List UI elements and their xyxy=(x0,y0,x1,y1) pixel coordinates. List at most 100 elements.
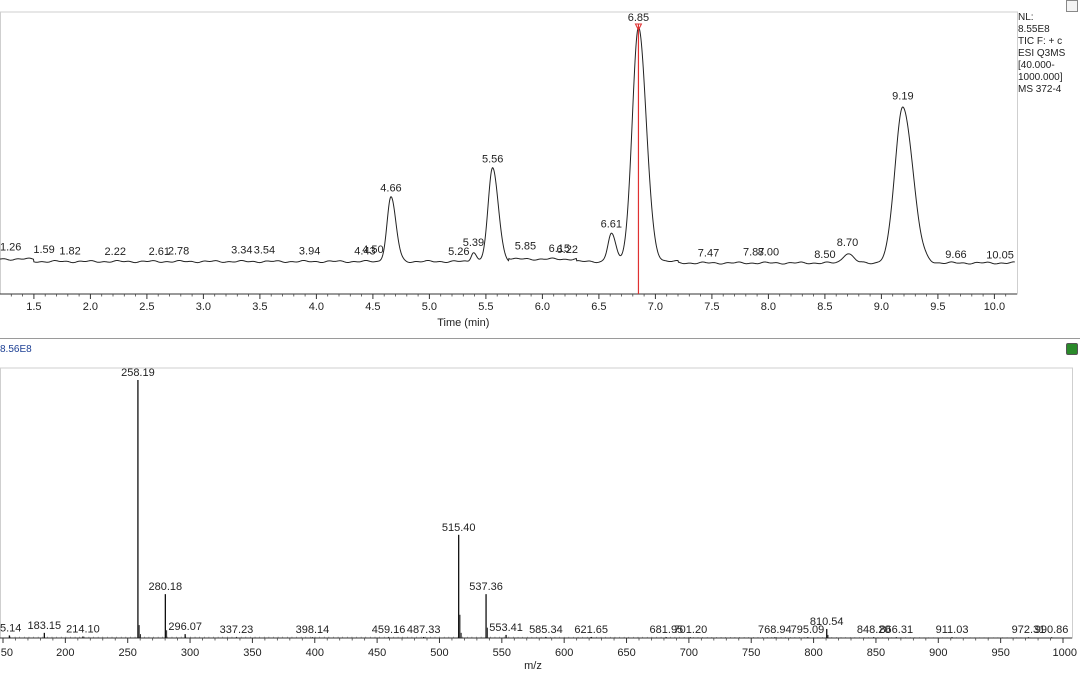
scan-marker-icon xyxy=(634,23,643,32)
x-tick-label: 8.0 xyxy=(761,301,776,313)
peak-label: 6.22 xyxy=(557,244,578,256)
peak-label: 459.16 xyxy=(372,624,406,636)
mass-spectrum-chart: 50 200 250 300 350 400 450 500 550 600 650 700 750 80… xyxy=(0,338,1080,672)
peak-label: 4.50 xyxy=(362,244,383,256)
info-line: MS 372-4 xyxy=(1018,84,1062,95)
peak-label: 5.39 xyxy=(463,237,484,249)
peak-label: 515.40 xyxy=(442,522,476,534)
x-tick-label: 800 xyxy=(804,647,822,659)
info-line: [40.000- xyxy=(1018,60,1055,71)
chromatogram-chart: 1.5 2.0 2.5 3.0 3.5 4.0 4.5 5.0 5.5 6.0 6.5 7.0 7.5 8… xyxy=(0,11,1018,329)
peak-label: 487.33 xyxy=(407,624,441,636)
peak-label: 795.09 xyxy=(791,624,825,636)
peak-label: 681.95 xyxy=(650,624,684,636)
peak-label: 768.94 xyxy=(758,624,792,636)
x-tick-label: 9.5 xyxy=(930,301,945,313)
peak-label: 3.94 xyxy=(299,245,320,257)
x-tick-label: 1.5 xyxy=(26,301,41,313)
x-tick-label: 6.5 xyxy=(591,301,606,313)
peak-label: 7.47 xyxy=(698,248,719,260)
peak-label: 810.54 xyxy=(810,616,844,628)
x-tick-label: 6.0 xyxy=(535,301,550,313)
info-line: ESI Q3MS xyxy=(1018,48,1066,59)
peak-label: 2.22 xyxy=(105,246,126,258)
peak-label: 1.59 xyxy=(33,244,54,256)
peak-label: 866.31 xyxy=(879,624,913,636)
x-tick-label: 9.0 xyxy=(874,301,889,313)
x-tick-label: 200 xyxy=(56,647,74,659)
x-tick-label: 2.0 xyxy=(83,301,98,313)
x-tick-label: 300 xyxy=(181,647,199,659)
peak-label: 8.00 xyxy=(758,247,779,259)
peak-label: 3.34 xyxy=(231,245,252,257)
peak-label: 990.86 xyxy=(1035,624,1069,636)
peak-label: 9.66 xyxy=(945,249,966,261)
peak-label: 848.20 xyxy=(857,624,891,636)
x-tick-label: 500 xyxy=(430,647,448,659)
x-tick-label: 3.5 xyxy=(252,301,267,313)
peak-label: 4.43 xyxy=(354,245,375,257)
peak-label: 8.70 xyxy=(837,237,858,249)
peak-label: 1.26 xyxy=(0,242,21,254)
x-tick-label: 350 xyxy=(243,647,261,659)
status-icon[interactable] xyxy=(1066,343,1078,355)
x-tick-label: 700 xyxy=(680,647,698,659)
peak-label: 337.23 xyxy=(220,624,254,636)
x-tick-label: 1000 xyxy=(1053,647,1077,659)
x-tick-label: 400 xyxy=(306,647,324,659)
peak-label: 214.10 xyxy=(66,623,100,635)
x-tick-label: 3.0 xyxy=(196,301,211,313)
x-tick-label: 250 xyxy=(119,647,137,659)
info-line: 1000.000] xyxy=(1018,72,1063,83)
x-tick-label: 600 xyxy=(555,647,573,659)
peak-label: 296.07 xyxy=(168,621,202,633)
peak-label: 8.50 xyxy=(814,249,835,261)
x-tick-label: 10.0 xyxy=(984,301,1005,313)
chromatogram-info: NL: 8.55E8 TIC F: + c ESI Q3MS [40.000- … xyxy=(1018,12,1065,96)
peak-label: 911.03 xyxy=(936,624,969,636)
peak-label: 4.66 xyxy=(380,182,401,194)
pin-icon[interactable] xyxy=(1066,0,1078,12)
peak-label: 1.82 xyxy=(59,245,80,257)
x-tick-label: 7.5 xyxy=(704,301,719,313)
peak-label: 9.19 xyxy=(892,90,913,102)
peak-label: 10.05 xyxy=(986,249,1014,261)
x-tick-label: 2.5 xyxy=(139,301,154,313)
info-line: TIC F: + c xyxy=(1018,36,1063,47)
x-tick-label: 50 xyxy=(1,647,13,659)
spectrum-intensity-label: 8.56E8 xyxy=(0,344,32,355)
x-tick-label: 450 xyxy=(368,647,386,659)
peak-label: 183.15 xyxy=(28,620,62,632)
x-tick-label: 4.5 xyxy=(365,301,380,313)
peak-label: 553.41 xyxy=(489,622,523,634)
info-line: NL: xyxy=(1018,12,1034,23)
peak-label: 6.85 xyxy=(628,12,649,24)
peak-label: 280.18 xyxy=(149,581,183,593)
peak-label: 537.36 xyxy=(469,581,503,593)
info-line: 8.55E8 xyxy=(1018,24,1050,35)
x-tick-label: 8.5 xyxy=(817,301,832,313)
x-axis-label: m/z xyxy=(524,660,542,672)
peak-label: 2.61 xyxy=(149,246,170,258)
x-tick-label: 750 xyxy=(742,647,760,659)
x-tick-label: 5.0 xyxy=(422,301,437,313)
peak-label: 6.15 xyxy=(549,243,570,255)
peak-label: 5.56 xyxy=(482,153,503,165)
peak-label: 3.54 xyxy=(254,245,275,257)
plot-frame xyxy=(0,367,1073,639)
peak-label: 258.19 xyxy=(121,367,155,379)
tic-trace xyxy=(0,26,1015,265)
peak-label: 5.14 xyxy=(0,622,21,634)
x-tick-label: 850 xyxy=(867,647,885,659)
peak-label: 5.85 xyxy=(515,240,536,252)
peak-label: 621.65 xyxy=(574,624,608,636)
x-tick-label: 900 xyxy=(929,647,947,659)
x-tick-label: 4.0 xyxy=(309,301,324,313)
peak-label: 2.78 xyxy=(168,245,189,257)
x-axis-label: Time (min) xyxy=(437,317,489,329)
peak-label: 972.31 xyxy=(1012,624,1046,636)
peak-label: 6.61 xyxy=(601,219,622,231)
x-tick-label: 550 xyxy=(493,647,511,659)
peak-label: 585.34 xyxy=(529,624,563,636)
x-tick-label: 5.5 xyxy=(478,301,493,313)
